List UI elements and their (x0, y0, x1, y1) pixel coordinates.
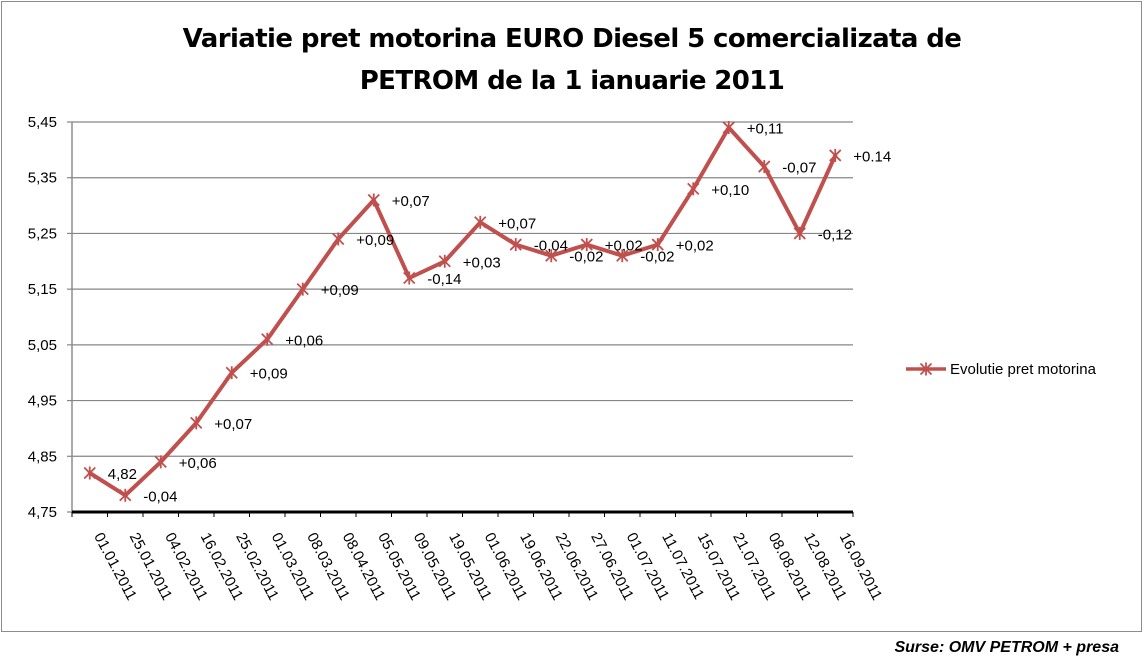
chart-area (1, 1, 1142, 632)
series-evolutie-pret-motorina (87, 125, 838, 498)
source-note: Surse: OMV PETROM + presa (894, 639, 1119, 656)
line-chart: 4,75 4,85 4,95 5,05 5,15 5,25 5,35 5,45 01.01.2… (28, 114, 1097, 603)
data-point (83, 466, 96, 480)
y-tick-label: 4,95 (28, 393, 57, 410)
chart-title-line-1: Variatie pret motorina EURO Diesel 5 com… (182, 24, 962, 54)
data-point (758, 160, 771, 174)
data-point (332, 232, 345, 246)
data-label: +0,10 (711, 182, 749, 199)
data-point (403, 271, 416, 285)
chart-title-line-2: PETROM de la 1 ianuarie 2011 (359, 66, 785, 96)
data-point (829, 148, 842, 162)
y-tick-label: 5,15 (28, 281, 57, 298)
data-label: +0,07 (498, 215, 536, 232)
data-label: -0,04 (534, 238, 568, 255)
data-label: +0,11 (747, 121, 784, 138)
legend-label: Evolutie pret motorina (950, 361, 1097, 378)
data-label: +0,03 (463, 254, 501, 271)
data-label: -0,04 (143, 488, 177, 505)
chart-title: Variatie pret motorina EURO Diesel 5 com… (0, 18, 1144, 102)
data-label: +0,02 (605, 238, 643, 255)
data-point (545, 249, 558, 263)
y-tick-label: 5,05 (28, 337, 57, 354)
data-label: +0,09 (321, 282, 359, 299)
data-point (687, 182, 700, 196)
y-tick-label: 4,75 (28, 504, 57, 521)
data-markers (83, 121, 842, 502)
axes (71, 122, 854, 517)
data-label: +0,06 (179, 455, 217, 472)
data-labels: 4,82-0,04+0,06+0,07+0,09+0,06+0,09+0,09+… (108, 121, 891, 506)
data-label: -0,14 (427, 271, 461, 288)
data-point (651, 238, 664, 252)
y-tick-label: 5,35 (28, 170, 57, 187)
data-label: +0,07 (392, 193, 430, 210)
data-label: 4,82 (108, 466, 137, 483)
legend-marker-star (919, 362, 933, 376)
data-label: +0,02 (676, 238, 714, 255)
x-axis-tick-labels: 01.01.201125.01.201104.02.201116.02.2011… (90, 530, 885, 603)
y-axis-tick-labels: 4,75 4,85 4,95 5,05 5,15 5,25 5,35 5,45 (28, 114, 57, 521)
data-point (474, 215, 487, 229)
y-tick-label: 4,85 (28, 448, 57, 465)
legend-marker (919, 362, 933, 376)
data-label: -0,12 (818, 226, 852, 243)
data-point (616, 249, 629, 263)
data-label: -0,07 (782, 160, 816, 177)
data-point (154, 455, 167, 469)
data-label: +0.14 (853, 148, 891, 165)
data-point (296, 282, 309, 296)
data-label: +0,06 (285, 332, 323, 349)
data-label: -0,02 (640, 249, 674, 266)
data-label: +0,09 (250, 366, 288, 383)
data-point (793, 226, 806, 240)
series-line (87, 125, 838, 498)
data-point (580, 238, 593, 252)
data-point (722, 121, 735, 135)
data-point (438, 254, 451, 268)
y-tick-label: 5,45 (28, 114, 57, 131)
data-point (225, 366, 238, 380)
legend: Evolutie pret motorina (906, 361, 1097, 378)
y-tick-label: 5,25 (28, 225, 57, 242)
gridlines (67, 121, 853, 513)
data-point (190, 416, 203, 430)
data-label: -0,02 (569, 249, 603, 266)
data-point (119, 488, 132, 502)
data-point (367, 193, 380, 207)
data-point (261, 332, 274, 346)
data-point (509, 238, 522, 252)
data-label: +0,07 (214, 416, 252, 433)
data-label: +0,09 (356, 232, 394, 249)
